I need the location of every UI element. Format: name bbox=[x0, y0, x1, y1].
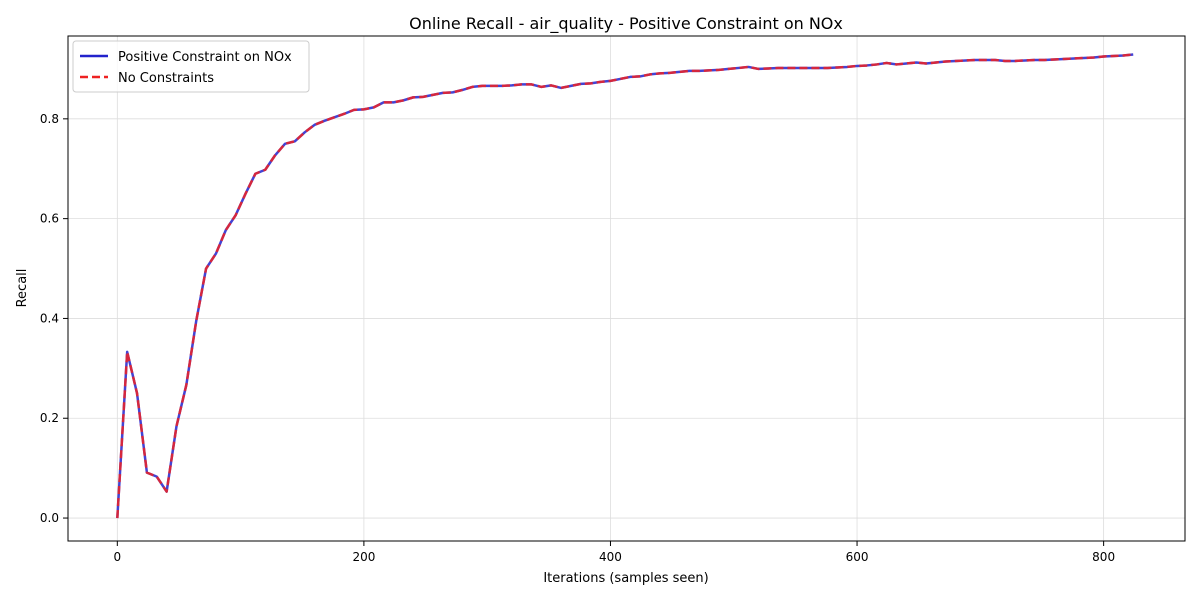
legend-box bbox=[72, 40, 310, 93]
axis-ticks: 0 200 400 600 800 0.0 0.2 0.4 0.6 0.8 bbox=[40, 112, 1115, 564]
y-tick-label: 0.8 bbox=[40, 112, 59, 126]
x-tick-label: 400 bbox=[599, 550, 622, 564]
grid bbox=[68, 36, 1185, 541]
x-axis-label: Iterations (samples seen) bbox=[543, 571, 708, 586]
legend-label-positive-constraint: Positive Constraint on NOx bbox=[118, 50, 292, 65]
y-tick-label: 0.0 bbox=[40, 511, 59, 525]
y-tick-label: 0.2 bbox=[40, 411, 59, 425]
chart-title: Online Recall - air_quality - Positive C… bbox=[409, 14, 843, 34]
x-tick-label: 0 bbox=[113, 550, 121, 564]
series-line-no-constraints bbox=[116, 53, 1134, 519]
series-lines bbox=[116, 53, 1134, 519]
legend-label-no-constraints: No Constraints bbox=[118, 71, 214, 86]
x-tick-label: 600 bbox=[846, 550, 869, 564]
x-tick-label: 800 bbox=[1092, 550, 1115, 564]
legend: Positive Constraint on NOx No Constraint… bbox=[72, 40, 310, 93]
y-tick-label: 0.4 bbox=[40, 311, 59, 325]
x-tick-label: 200 bbox=[352, 550, 375, 564]
plot-area-frame bbox=[67, 35, 1186, 542]
y-tick-label: 0.6 bbox=[40, 212, 59, 226]
y-axis-label: Recall bbox=[15, 269, 30, 308]
